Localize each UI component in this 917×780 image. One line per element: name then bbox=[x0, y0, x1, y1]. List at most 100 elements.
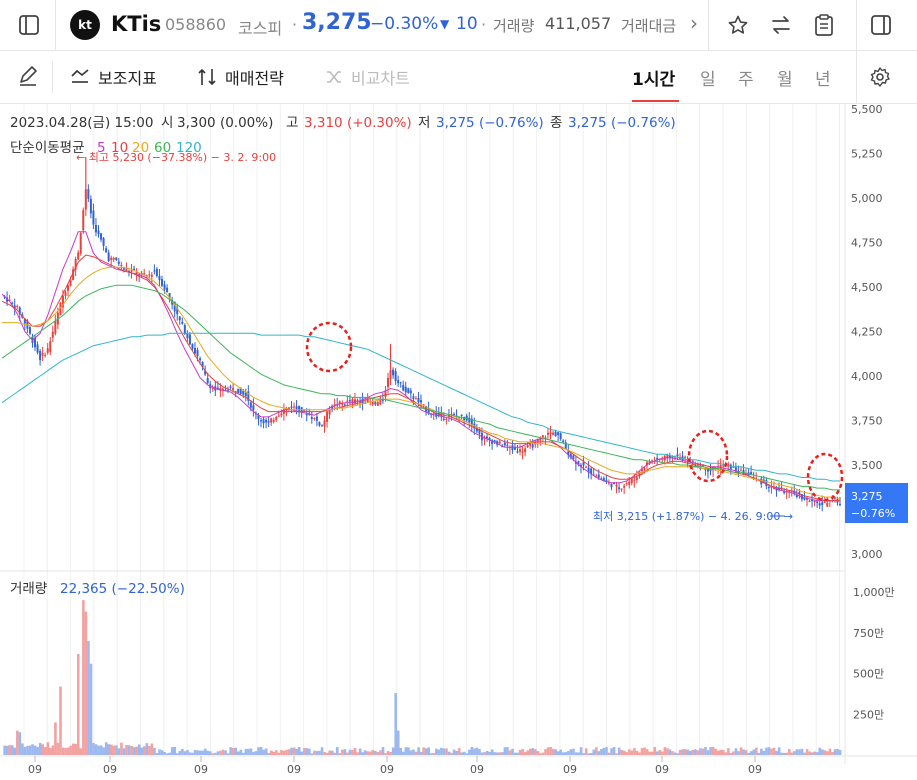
volume-bar bbox=[821, 749, 824, 755]
volume-bar bbox=[706, 750, 710, 755]
candle-body bbox=[257, 415, 260, 419]
volume-bar bbox=[130, 745, 133, 755]
candle-body bbox=[163, 284, 166, 290]
volume-bar bbox=[328, 750, 331, 755]
volume-bar bbox=[26, 745, 29, 755]
candle-body bbox=[293, 406, 296, 408]
price-tick-label: 4,750 bbox=[851, 237, 883, 250]
candle-body bbox=[69, 280, 72, 286]
period-tab-day[interactable]: 일 bbox=[700, 70, 716, 90]
clipboard-icon[interactable] bbox=[813, 13, 835, 41]
volume-bar bbox=[176, 753, 179, 755]
volume-bar bbox=[297, 746, 301, 755]
volume-bar bbox=[414, 751, 418, 755]
volume-bar bbox=[87, 640, 90, 755]
volume-bar bbox=[747, 752, 750, 755]
volume-bar bbox=[13, 747, 17, 755]
volume-bar bbox=[488, 751, 491, 755]
compare-button[interactable]: 비교차트 bbox=[325, 65, 410, 89]
candle-body bbox=[171, 299, 174, 305]
candle-body bbox=[569, 454, 572, 458]
candle-body bbox=[343, 404, 346, 406]
candle-body bbox=[468, 417, 471, 423]
period-tab-month[interactable]: 월 bbox=[777, 70, 793, 90]
period-tab-year[interactable]: 년 bbox=[815, 70, 831, 90]
volume-bar bbox=[43, 747, 47, 755]
candle-body bbox=[778, 488, 781, 491]
ma-line-5 bbox=[1, 231, 840, 502]
volume-bar bbox=[272, 751, 276, 755]
volume-bar bbox=[793, 751, 796, 755]
volume-bar bbox=[170, 747, 174, 755]
volume-bar bbox=[617, 747, 621, 755]
ma-line-10 bbox=[1, 254, 840, 502]
candle-body bbox=[646, 462, 649, 466]
candle-body bbox=[574, 461, 577, 464]
volume-bar bbox=[361, 752, 364, 755]
settings-gear-icon[interactable] bbox=[869, 66, 891, 92]
volume-bar bbox=[427, 747, 431, 755]
info-date: 2023.04.28(금) 15:00 bbox=[10, 115, 153, 131]
volume-bar bbox=[744, 750, 748, 755]
candle-body bbox=[39, 350, 42, 361]
period-tab-hour[interactable]: 1시간 bbox=[632, 70, 676, 90]
candle-body bbox=[130, 270, 133, 272]
trade-amount-label[interactable]: 거래대금 bbox=[621, 17, 677, 35]
volume-bar bbox=[655, 751, 659, 755]
volume-bar bbox=[122, 748, 126, 755]
time-tick-label: 09 bbox=[287, 763, 301, 776]
volume-bar bbox=[399, 747, 403, 755]
volume-bar bbox=[666, 748, 669, 755]
candle-body bbox=[704, 468, 707, 471]
candle-body bbox=[320, 424, 323, 426]
panel-toggle-icon[interactable] bbox=[870, 14, 892, 40]
candle-body bbox=[635, 477, 638, 480]
volume-bar bbox=[191, 752, 194, 755]
strategy-icon bbox=[198, 68, 216, 86]
candle-body bbox=[478, 428, 481, 434]
candle-body bbox=[41, 352, 44, 356]
volume-bar bbox=[584, 748, 588, 755]
candle-body bbox=[579, 464, 582, 467]
candle-body bbox=[630, 478, 633, 483]
candle-body bbox=[409, 390, 412, 394]
swap-icon[interactable] bbox=[770, 14, 792, 40]
period-tab-week[interactable]: 주 bbox=[738, 70, 754, 90]
info-open-label: 시 bbox=[161, 115, 173, 131]
star-icon[interactable] bbox=[727, 14, 749, 40]
volume-bar bbox=[826, 751, 829, 755]
strategy-button[interactable]: 매매전략 bbox=[197, 65, 284, 89]
draw-pen-icon[interactable] bbox=[17, 65, 39, 91]
volume-bar bbox=[462, 751, 466, 755]
candle-body bbox=[541, 435, 544, 438]
volume-bar bbox=[432, 753, 436, 755]
candle-body bbox=[577, 461, 580, 465]
time-axis: 09 09 09 09 09 09 09 09 09 bbox=[0, 755, 917, 776]
candle-body bbox=[204, 370, 207, 375]
candle-body bbox=[8, 299, 11, 301]
ma-label: 단순이동평균 bbox=[10, 140, 85, 156]
price-chart[interactable]: 5,500 5,250 5,000 4,750 4,500 4,250 4,000 3,750… bbox=[0, 104, 917, 780]
volume-bar bbox=[607, 752, 611, 755]
volume-bar bbox=[92, 743, 95, 755]
volume-bar bbox=[155, 753, 159, 755]
candle-body bbox=[224, 389, 227, 391]
volume-bar bbox=[671, 751, 674, 755]
volume-bar bbox=[628, 749, 631, 755]
ma-line-60 bbox=[1, 284, 840, 491]
volume-bar bbox=[838, 750, 842, 755]
volume-bar bbox=[721, 749, 725, 755]
indicator-button[interactable]: 보조지표 bbox=[70, 65, 157, 89]
volume-bar bbox=[480, 752, 484, 755]
volume-bar bbox=[66, 747, 70, 755]
volume-bar bbox=[470, 746, 474, 755]
candle-body bbox=[612, 482, 615, 485]
volume-bar bbox=[810, 752, 814, 755]
chevron-right-icon[interactable]: › bbox=[690, 11, 698, 35]
candle-body bbox=[353, 399, 356, 404]
sidebar-toggle-icon[interactable] bbox=[18, 14, 40, 40]
volume-bar bbox=[183, 751, 187, 755]
volume-bar bbox=[338, 753, 342, 755]
candle-body bbox=[16, 305, 19, 307]
candle-body bbox=[407, 388, 410, 393]
